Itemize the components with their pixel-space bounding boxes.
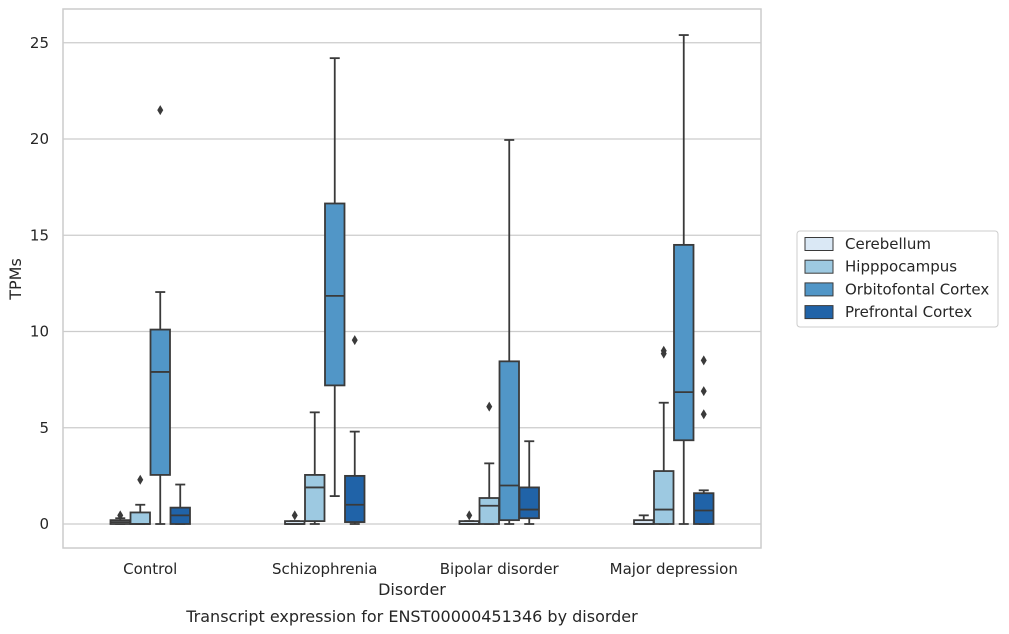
box-2-2 [498,139,520,525]
box-2-1 [324,57,346,497]
y-tick-label-5: 5 [39,419,49,437]
x-tick-label-1: Schizophrenia [272,560,377,578]
box-2-0 [149,105,171,525]
legend-label: Prefrontal Cortex [845,303,972,321]
box-3-2 [518,440,540,525]
outlier-point-0 [157,105,164,116]
legend-item-3: Prefrontal Cortex [804,303,972,321]
box-body [693,492,715,525]
box-3-3 [693,355,715,525]
y-axis-label: TPMs [6,258,25,301]
chart-caption: Transcript expression for ENST0000045134… [185,607,638,626]
box-body [673,243,695,442]
box-body [653,470,675,525]
box-0-3 [633,514,655,525]
outlier-point-0 [117,510,124,521]
y-tick-label-10: 10 [30,323,49,341]
legend: Cerebellum Hipppocampus Orbitofontal Corte… [796,230,999,328]
y-axis-ticks: 0 5 10 15 20 25 [30,34,49,533]
box-body [304,474,326,523]
x-axis-ticks: Control Schizophrenia Bipolar disorder Majo… [123,560,738,578]
legend-label: Cerebellum [845,235,931,253]
box-body [478,497,500,525]
box-1-0 [129,474,151,525]
legend-swatch [804,282,834,297]
box-body [129,511,151,525]
outlier-point-0 [137,474,144,485]
outlier-point-0 [466,510,473,521]
box-3-1 [344,335,366,525]
box-1-2 [478,401,500,525]
box-body [149,328,171,476]
box-body [324,202,346,387]
x-tick-label-3: Major depression [610,560,738,578]
outlier-point-0 [291,510,298,521]
outlier-point-1 [700,386,707,397]
x-axis-label: Disorder [378,580,446,599]
outlier-point-0 [700,409,707,420]
y-tick-label-15: 15 [30,226,49,244]
x-tick-label-2: Bipolar disorder [440,560,560,578]
box-0-0 [109,510,131,525]
legend-item-2: Orbitofontal Cortex [804,280,989,298]
box-body [344,474,366,523]
legend-swatch [804,305,834,320]
box-body [518,486,540,520]
legend-label: Orbitofontal Cortex [845,280,989,298]
y-tick-label-0: 0 [39,515,49,533]
outlier-point-1 [660,345,667,356]
box-1-3 [653,345,675,525]
legend-swatch [804,259,834,274]
box-plot-marks [109,34,715,525]
box-2-3 [673,34,695,525]
outlier-point-0 [351,335,358,346]
legend-swatch [804,237,834,251]
legend-label: Hipppocampus [845,258,957,276]
box-body [498,360,520,522]
box-3-0 [169,483,191,525]
box-0-2 [458,510,480,525]
x-tick-label-0: Control [123,560,177,578]
y-tick-label-25: 25 [30,34,49,52]
outlier-point-0 [486,401,493,412]
legend-item-1: Hipppocampus [804,258,957,276]
y-tick-label-20: 20 [30,130,49,148]
plot-area-frame [62,8,762,549]
outlier-point-2 [700,355,707,366]
box-0-1 [284,510,306,525]
legend-item-0: Cerebellum [804,235,931,253]
legend-frame [796,230,999,328]
box-1-1 [304,411,326,525]
